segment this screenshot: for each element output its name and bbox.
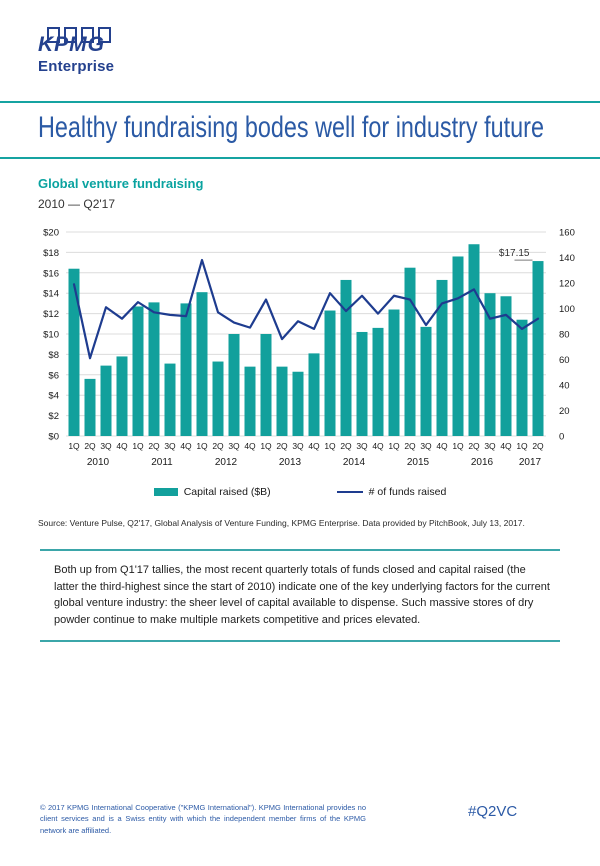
svg-text:140: 140 (559, 253, 575, 264)
source-note: Source: Venture Pulse, Q2'17, Global Ana… (38, 518, 525, 528)
svg-text:4Q: 4Q (436, 441, 448, 451)
svg-text:$6: $6 (48, 370, 59, 381)
svg-text:$16: $16 (43, 268, 59, 279)
svg-text:100: 100 (559, 304, 575, 315)
svg-text:1Q: 1Q (196, 441, 208, 451)
chart-subtitle: 2010 — Q2'17 (38, 197, 116, 211)
svg-text:2016: 2016 (471, 457, 494, 468)
svg-text:2011: 2011 (151, 457, 173, 468)
svg-text:$10: $10 (43, 330, 59, 341)
kpmg-logo: KPMG Enterprise (38, 27, 114, 75)
svg-text:120: 120 (559, 279, 575, 290)
svg-text:1Q: 1Q (324, 441, 336, 451)
logo-square-icon (47, 27, 60, 43)
chart-area: $0 $2 $4 $6 $8 $10 $12 $14 $16 $18 $20 0 20 40 60 80 100… (28, 224, 588, 479)
svg-text:2Q: 2Q (276, 441, 288, 451)
svg-text:2Q: 2Q (532, 441, 544, 451)
svg-text:1Q: 1Q (132, 441, 144, 451)
footer-legal: © 2017 KPMG International Cooperative ("… (40, 803, 366, 835)
kpmg-logo-text: KPMG (38, 33, 105, 56)
svg-text:$14: $14 (43, 289, 59, 300)
svg-text:2Q: 2Q (404, 441, 416, 451)
svg-text:2014: 2014 (343, 457, 366, 468)
svg-text:$12: $12 (43, 309, 59, 320)
kpmg-logo-squares-icon (47, 27, 114, 43)
legend-label: # of funds raised (368, 486, 447, 498)
chart-title: Global venture fundraising (38, 176, 204, 191)
svg-text:3Q: 3Q (420, 441, 432, 451)
svg-text:1Q: 1Q (68, 441, 80, 451)
footer-hashtag: #Q2VC (468, 803, 518, 820)
logo-square-icon (81, 27, 94, 43)
svg-text:160: 160 (559, 228, 575, 239)
svg-text:3Q: 3Q (356, 441, 368, 451)
bar-swatch-icon (153, 488, 178, 496)
svg-text:40: 40 (559, 381, 570, 392)
svg-text:2015: 2015 (407, 457, 430, 468)
svg-text:4Q: 4Q (244, 441, 256, 451)
svg-text:$18: $18 (43, 248, 59, 259)
svg-text:2017: 2017 (519, 457, 542, 468)
logo-square-icon (98, 27, 111, 43)
teal-divider (0, 101, 600, 103)
fundraising-chart: $0 $2 $4 $6 $8 $10 $12 $14 $16 $18 $20 0 20 40 60 80 100… (43, 228, 575, 469)
svg-text:3Q: 3Q (484, 441, 496, 451)
svg-text:$20: $20 (43, 228, 59, 239)
svg-text:$2: $2 (48, 411, 59, 422)
svg-text:2Q: 2Q (84, 441, 96, 451)
svg-text:0: 0 (559, 432, 564, 443)
svg-text:$17.15: $17.15 (499, 248, 530, 259)
svg-text:4Q: 4Q (116, 441, 128, 451)
legend-funds-raised: # of funds raised (336, 486, 447, 498)
svg-text:2013: 2013 (279, 457, 302, 468)
svg-text:$8: $8 (48, 350, 59, 361)
svg-text:4Q: 4Q (180, 441, 192, 451)
svg-text:3Q: 3Q (100, 441, 112, 451)
kpmg-logo-enterprise: Enterprise (38, 58, 115, 75)
svg-text:$4: $4 (48, 391, 59, 402)
svg-text:80: 80 (559, 330, 570, 341)
svg-text:4Q: 4Q (372, 441, 384, 451)
svg-text:1Q: 1Q (516, 441, 528, 451)
svg-text:60: 60 (559, 355, 570, 366)
svg-text:1Q: 1Q (452, 441, 464, 451)
svg-text:3Q: 3Q (164, 441, 176, 451)
svg-text:2Q: 2Q (148, 441, 160, 451)
svg-text:3Q: 3Q (228, 441, 240, 451)
svg-text:2Q: 2Q (340, 441, 352, 451)
teal-divider (0, 157, 600, 159)
chart-legend: Capital raised ($B) # of funds raised (0, 486, 600, 498)
svg-text:2010: 2010 (87, 457, 110, 468)
legend-label: Capital raised ($B) (183, 486, 271, 498)
logo-square-icon (64, 27, 77, 43)
svg-text:20: 20 (559, 406, 570, 417)
page-title: Healthy fundraising bodes well for indus… (38, 111, 544, 144)
svg-text:$0: $0 (48, 432, 59, 443)
svg-text:4Q: 4Q (308, 441, 320, 451)
svg-text:2Q: 2Q (212, 441, 224, 451)
line-swatch-icon (336, 490, 363, 494)
svg-text:3Q: 3Q (292, 441, 304, 451)
callout-text: Both up from Q1'17 tallies, the most rec… (40, 549, 560, 642)
svg-text:1Q: 1Q (260, 441, 272, 451)
svg-text:1Q: 1Q (388, 441, 400, 451)
legend-capital-raised: Capital raised ($B) (153, 486, 271, 498)
svg-text:4Q: 4Q (500, 441, 512, 451)
svg-text:2Q: 2Q (468, 441, 480, 451)
svg-text:2012: 2012 (215, 457, 238, 468)
